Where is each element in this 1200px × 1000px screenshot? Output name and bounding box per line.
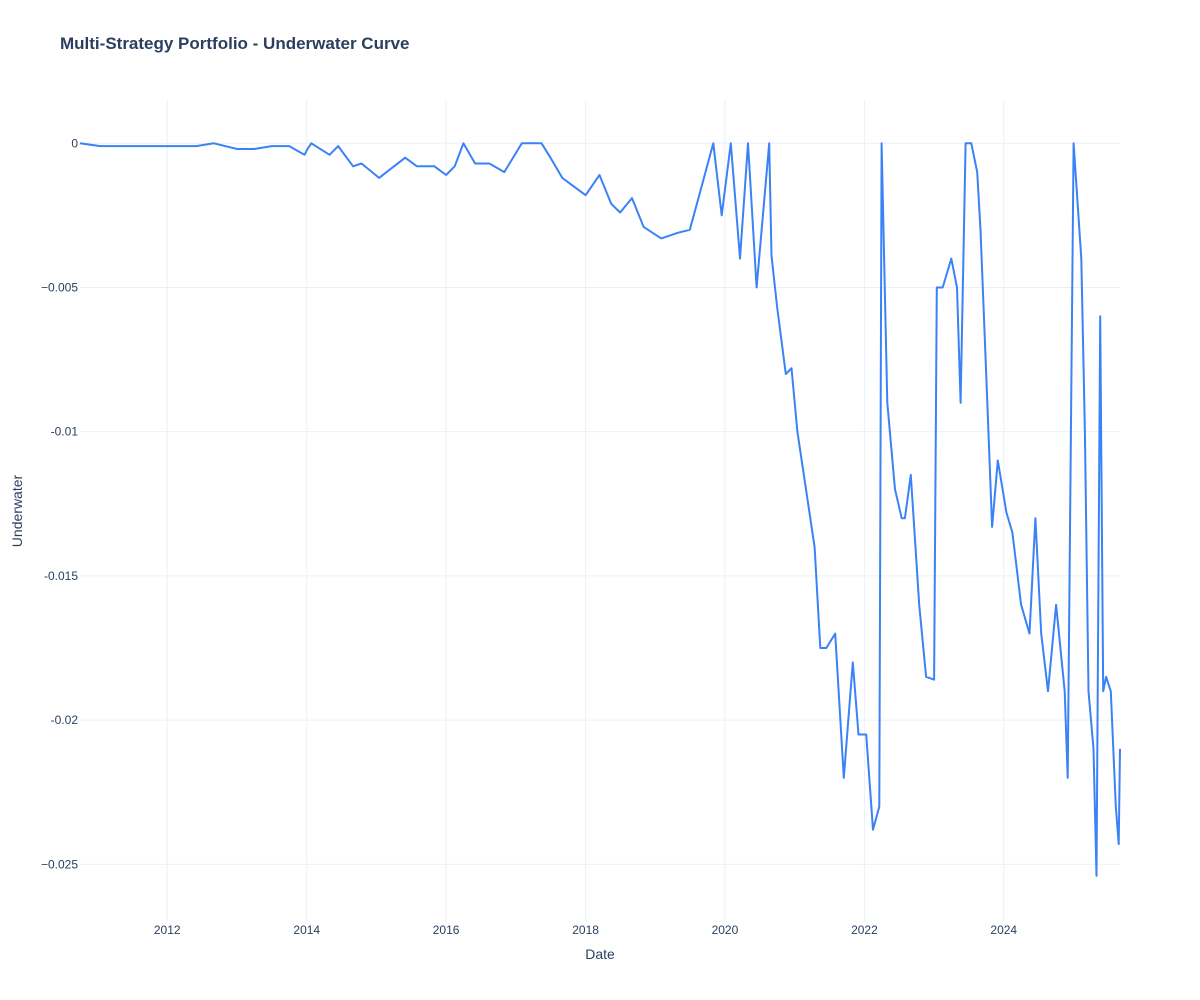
- y-tick-label: −0.005: [41, 280, 78, 294]
- underwater-series-line: [79, 142, 1121, 877]
- x-tick-label: 2024: [990, 923, 1017, 937]
- y-tick-label: -0.02: [51, 713, 79, 727]
- chart-title: Multi-Strategy Portfolio - Underwater Cu…: [60, 34, 410, 53]
- y-tick-label: −0.025: [41, 857, 78, 871]
- x-axis-title: Date: [585, 946, 615, 962]
- x-tick-label: 2016: [433, 923, 460, 937]
- x-tick-label: 2014: [293, 923, 320, 937]
- y-tick-label: -0.015: [44, 569, 78, 583]
- x-tick-label: 2018: [572, 923, 599, 937]
- y-axis-title: Underwater: [9, 474, 25, 547]
- y-tick-label: 0: [71, 136, 78, 150]
- series-layer: [79, 142, 1121, 877]
- y-tick-label: -0.01: [51, 425, 79, 439]
- x-tick-label: 2012: [154, 923, 181, 937]
- x-tick-label: 2020: [712, 923, 739, 937]
- x-tick-label: 2022: [851, 923, 878, 937]
- gridlines: [80, 100, 1120, 922]
- tick-labels: 0 −0.005 -0.01 -0.015 -0.02 −0.025 2012 2014 201…: [41, 136, 1017, 937]
